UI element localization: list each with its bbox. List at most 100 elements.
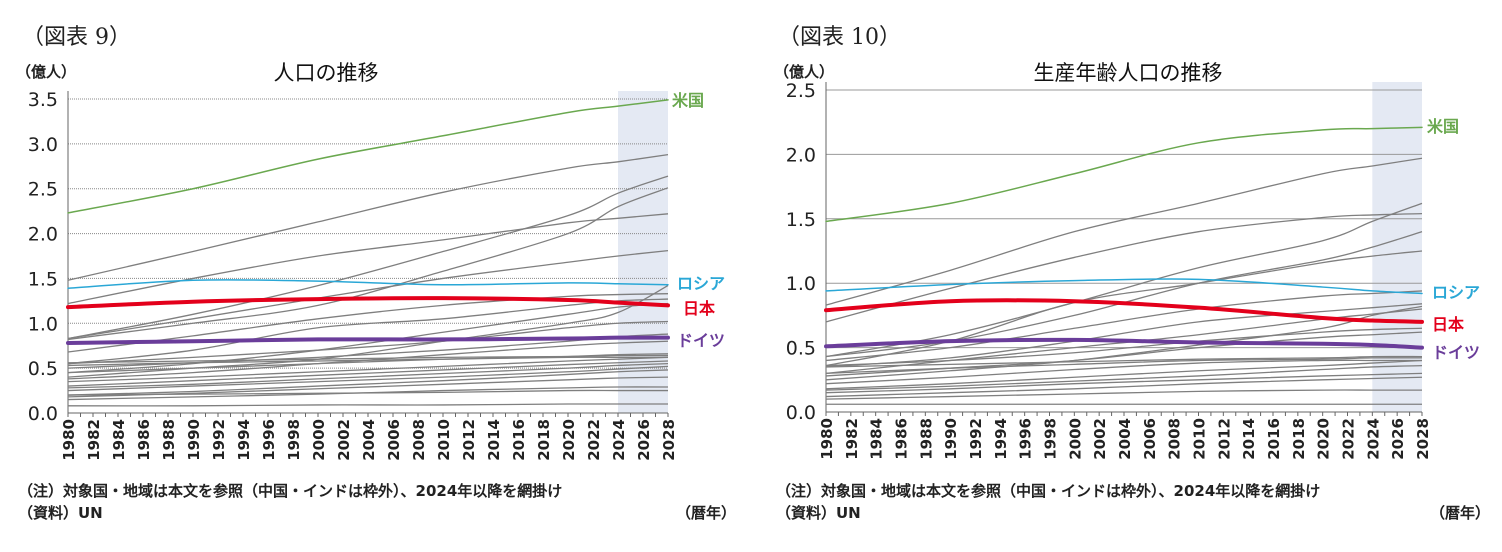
series-line-russia [825,278,1423,295]
other-country-line [67,302,669,374]
x-tick-label: 1984 [110,419,128,461]
other-country-line [825,327,1423,367]
chart-note: （注）対象国・地域は本文を参照（中国・インドは枠外）、2024年以降を網掛け [776,482,1320,500]
other-country-line [825,359,1422,385]
x-tick-label: 2020 [1315,418,1333,460]
other-country-line [825,376,1423,398]
other-country-line [825,303,1423,368]
x-tick-label: 2020 [560,419,578,461]
x-tick-label: 1986 [893,418,911,460]
y-tick-label: 1.5 [786,209,816,231]
x-tick-label: 2004 [360,419,378,461]
other-country-line [825,372,1423,394]
y-tick-label: 2.0 [28,224,58,246]
y-tick-label: 2.5 [28,179,58,201]
other-country-line [67,356,669,383]
population-chart: 0.0 0.5 1.0 1.5 2.0 2.5 3.0 3.5 1980 1982 1984 1986… [28,89,725,461]
x-tick-label: 1984 [868,418,886,460]
other-country-line [67,360,669,387]
x-tick-label: 1982 [843,418,861,460]
x-tick-label: 2006 [1141,418,1159,460]
x-tick-label: 2000 [1066,418,1084,460]
x-tick-label: 2026 [635,419,653,461]
series-label-germany: ドイツ [677,331,725,350]
other-country-line [67,353,669,374]
x-tick-label: 1994 [235,419,253,461]
other-country-line [67,354,669,364]
other-country-line [825,389,1422,400]
x-tick-label: 2016 [1265,418,1283,460]
x-tick-label: 1990 [942,418,960,460]
other-country-line [67,293,669,353]
series-label-japan: 日本 [683,299,715,318]
x-unit-label: （暦年） [676,504,736,522]
x-tick-label: 2022 [1340,418,1358,460]
series-line-us [67,99,669,214]
x-tick-label: 2028 [660,419,678,461]
x-tick-label: 1986 [135,419,153,461]
x-tick-label: 2018 [1290,418,1308,460]
y-tick-label: 1.0 [786,273,816,295]
figure-label-9: （図表 9） [22,25,131,50]
other-country-line [67,365,669,392]
x-tick-label: 2006 [385,419,403,461]
y-tick-label: 0.5 [786,338,816,360]
x-tick-label: 2004 [1116,418,1134,460]
x-tick-label: 2014 [485,419,503,461]
other-country-line [825,202,1423,358]
y-unit-label: （億人） [16,63,76,81]
other-country-line [825,357,1423,375]
x-tick-label: 1992 [967,418,985,460]
other-country-line [67,175,669,340]
other-country-line [67,213,669,305]
x-tick-label: 1982 [85,419,103,461]
y-tick-label: 3.5 [28,89,58,111]
chart-title: 人口の推移 [274,61,379,85]
y-tick-label: 0.5 [28,358,58,380]
x-tick-label: 2010 [435,419,453,461]
x-tick-label: 2018 [535,419,553,461]
series-line-russia [67,279,669,290]
other-country-line [67,369,669,396]
other-country-line [67,363,669,389]
y-tick-label: 2.0 [786,144,816,166]
other-country-line [825,305,1423,381]
y-tick-label: 3.0 [28,134,58,156]
chart-note: （注）対象国・地域は本文を参照（中国・インドは枠外）、2024年以降を網掛け [18,482,562,500]
y-tick-label: 0.0 [28,403,58,425]
series-line-japan [66,296,670,310]
series-label-germany: ドイツ [1432,343,1480,362]
other-country-line [67,403,668,407]
series-label-russia: ロシア [677,274,725,293]
x-tick-label: 1996 [260,419,278,461]
x-tick-label: 2002 [335,419,353,461]
y-tick-label: 1.5 [28,268,58,290]
series-label-us: 米国 [1427,117,1459,136]
x-tick-label: 1990 [185,419,203,461]
x-tick-label: 2002 [1091,418,1109,460]
x-tick-label: 1988 [917,418,935,460]
other-country-line [825,212,1423,323]
series-label-russia: ロシア [1432,283,1480,302]
other-country-line [67,320,669,365]
other-country-line [825,355,1423,368]
other-country-line [825,359,1423,390]
other-country-line [825,364,1423,391]
x-tick-label: 1980 [818,418,836,460]
x-tick-label: 1996 [1017,418,1035,460]
figure-label-10: （図表 10） [778,25,901,50]
y-tick-label: 0.0 [786,402,816,424]
x-tick-label: 2012 [1215,418,1233,460]
series-label-us: 米国 [672,91,704,110]
x-unit-label: （暦年） [1430,504,1490,522]
other-country-line [67,340,669,380]
other-country-line [67,389,668,396]
other-country-line [825,290,1423,362]
x-tick-label: 2024 [1364,418,1382,460]
other-country-line [67,386,669,401]
series-label-japan: 日本 [1432,315,1464,334]
x-tick-label: 2016 [510,419,528,461]
series-line-japan [824,298,1424,324]
x-tick-label: 2012 [460,419,478,461]
x-tick-label: 1988 [160,419,178,461]
